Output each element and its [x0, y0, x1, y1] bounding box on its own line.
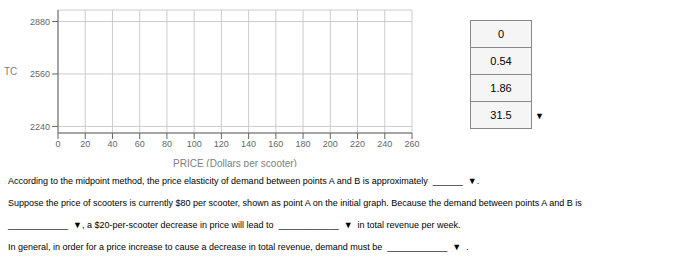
html-text:0.54: 0.54 — [490, 55, 512, 67]
svg-text:200: 200 — [323, 139, 338, 149]
svg-text:160: 160 — [268, 139, 283, 149]
svg-text:0: 0 — [55, 139, 60, 149]
svg-text:2880: 2880 — [30, 17, 50, 27]
svg-text:80: 80 — [162, 139, 172, 149]
svg-text:120: 120 — [214, 139, 229, 149]
html-text:In general, in order for a pri: In general, in order for a price increas… — [8, 242, 469, 252]
svg-text:20: 20 — [80, 139, 90, 149]
svg-text:2240: 2240 — [30, 122, 50, 132]
svg-text:240: 240 — [377, 139, 392, 149]
svg-text:60: 60 — [135, 139, 145, 149]
html-text:According to the midpoint meth: According to the midpoint method, the pr… — [8, 176, 480, 186]
html-text:0: 0 — [497, 28, 505, 40]
svg-text:2560: 2560 — [30, 69, 50, 79]
html-text:1.86: 1.86 — [490, 82, 512, 94]
svg-text:220: 220 — [350, 139, 365, 149]
html-text:____________ ▼, a $20-per-scoo: ____________ ▼, a $20-per-scooter decrea… — [8, 220, 461, 230]
svg-text:PRICE (Dollars per scooter): PRICE (Dollars per scooter) — [173, 158, 297, 167]
html-text:31.5: 31.5 — [490, 109, 512, 121]
svg-text:TC: TC — [8, 66, 17, 77]
html-text:Suppose the price of scooters: Suppose the price of scooters is current… — [8, 198, 582, 208]
svg-text:40: 40 — [107, 139, 117, 149]
svg-text:180: 180 — [296, 139, 311, 149]
svg-text:140: 140 — [241, 139, 256, 149]
svg-text:260: 260 — [404, 139, 419, 149]
svg-text:100: 100 — [187, 139, 202, 149]
